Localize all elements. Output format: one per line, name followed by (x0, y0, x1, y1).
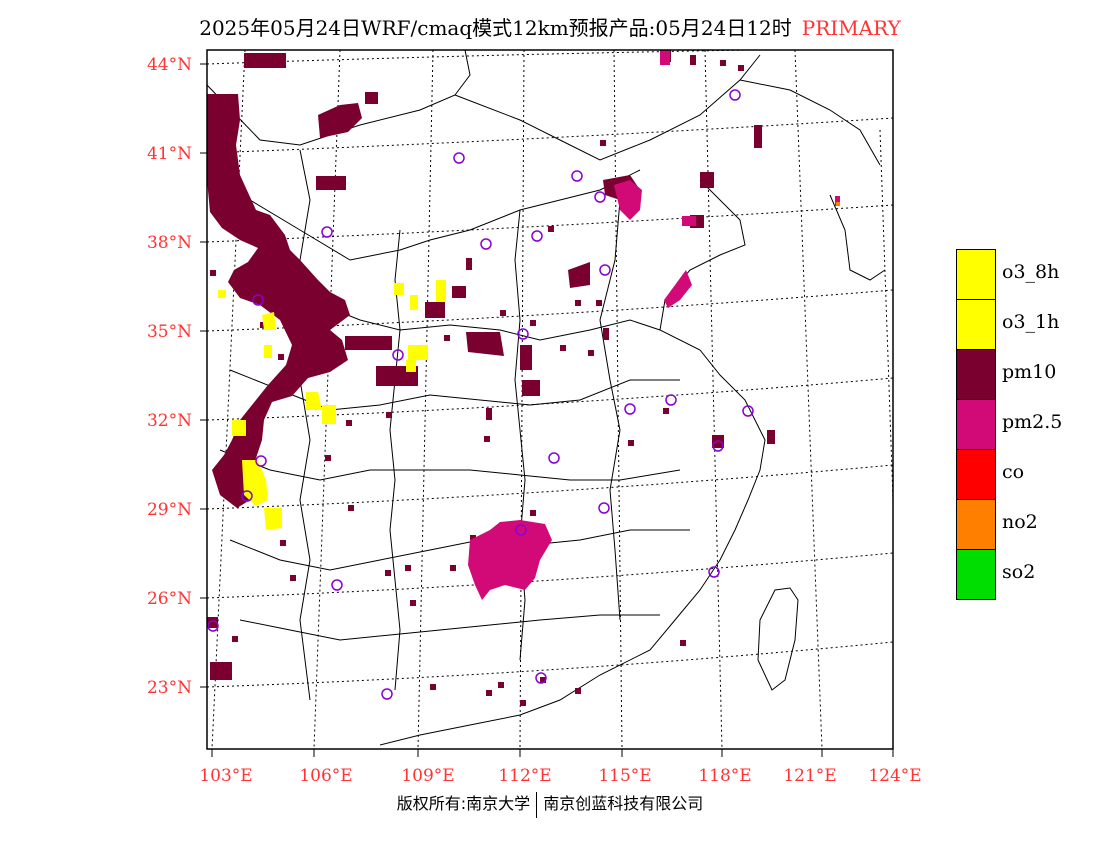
pm25-regions (468, 50, 840, 600)
footer-right: 南京创蓝科技有限公司 (543, 794, 704, 813)
lon-label-112: 112°E (498, 766, 552, 786)
footer-left: 版权所有:南京大学 (396, 794, 531, 813)
no2-spot (836, 202, 840, 206)
lon-label-115: 115°E (598, 766, 652, 786)
legend-label: o3_8h (1002, 261, 1060, 283)
lon-ticks (211, 749, 894, 757)
boundaries (207, 50, 886, 746)
lat-ticks (200, 63, 207, 688)
lat-label-23: 23°N (146, 678, 192, 698)
o3-regions (218, 280, 446, 530)
lon-label-118: 118°E (698, 766, 752, 786)
legend-swatch (956, 349, 996, 400)
footer-separator (536, 791, 538, 818)
legend-swatch (956, 249, 996, 300)
lon-label-109: 109°E (401, 766, 455, 786)
title-main: 2025年05月24日WRF/cmaq模式12km预报产品:05月24日12时 (199, 16, 792, 40)
lat-label-38: 38°N (146, 233, 192, 253)
map-title: 2025年05月24日WRF/cmaq模式12km预报产品:05月24日12时 P… (0, 12, 1100, 41)
lon-label-124: 124°E (868, 766, 922, 786)
longitude-gridlines (211, 50, 893, 749)
lat-label-35: 35°N (146, 322, 192, 342)
legend-swatch (956, 299, 996, 350)
legend-swatch (956, 399, 996, 450)
lon-label-121: 121°E (783, 766, 837, 786)
copyright-footer: 版权所有:南京大学 南京创蓝科技有限公司 (0, 790, 1100, 818)
legend-swatch (956, 449, 996, 500)
lat-label-26: 26°N (146, 589, 192, 609)
lat-label-29: 29°N (146, 500, 192, 520)
legend-label: pm2.5 (1002, 411, 1063, 433)
map-frame (206, 49, 894, 750)
station-circles (207, 89, 754, 700)
legend-label: o3_1h (1002, 311, 1060, 333)
title-tag: PRIMARY (801, 16, 901, 40)
lat-label-32: 32°N (146, 411, 192, 431)
pm10-regions (207, 53, 775, 680)
legend-label: co (1002, 461, 1025, 483)
legend-label: so2 (1002, 561, 1036, 583)
lat-label-41: 41°N (146, 144, 192, 164)
legend-label: pm10 (1002, 361, 1057, 383)
legend-label: no2 (1002, 511, 1038, 533)
lon-label-103: 103°E (199, 766, 253, 786)
legend-swatch (956, 549, 996, 600)
legend-swatch (956, 499, 996, 550)
lat-label-44: 44°N (146, 55, 192, 75)
pm10-scatter (210, 50, 744, 706)
lon-label-106: 106°E (299, 766, 353, 786)
